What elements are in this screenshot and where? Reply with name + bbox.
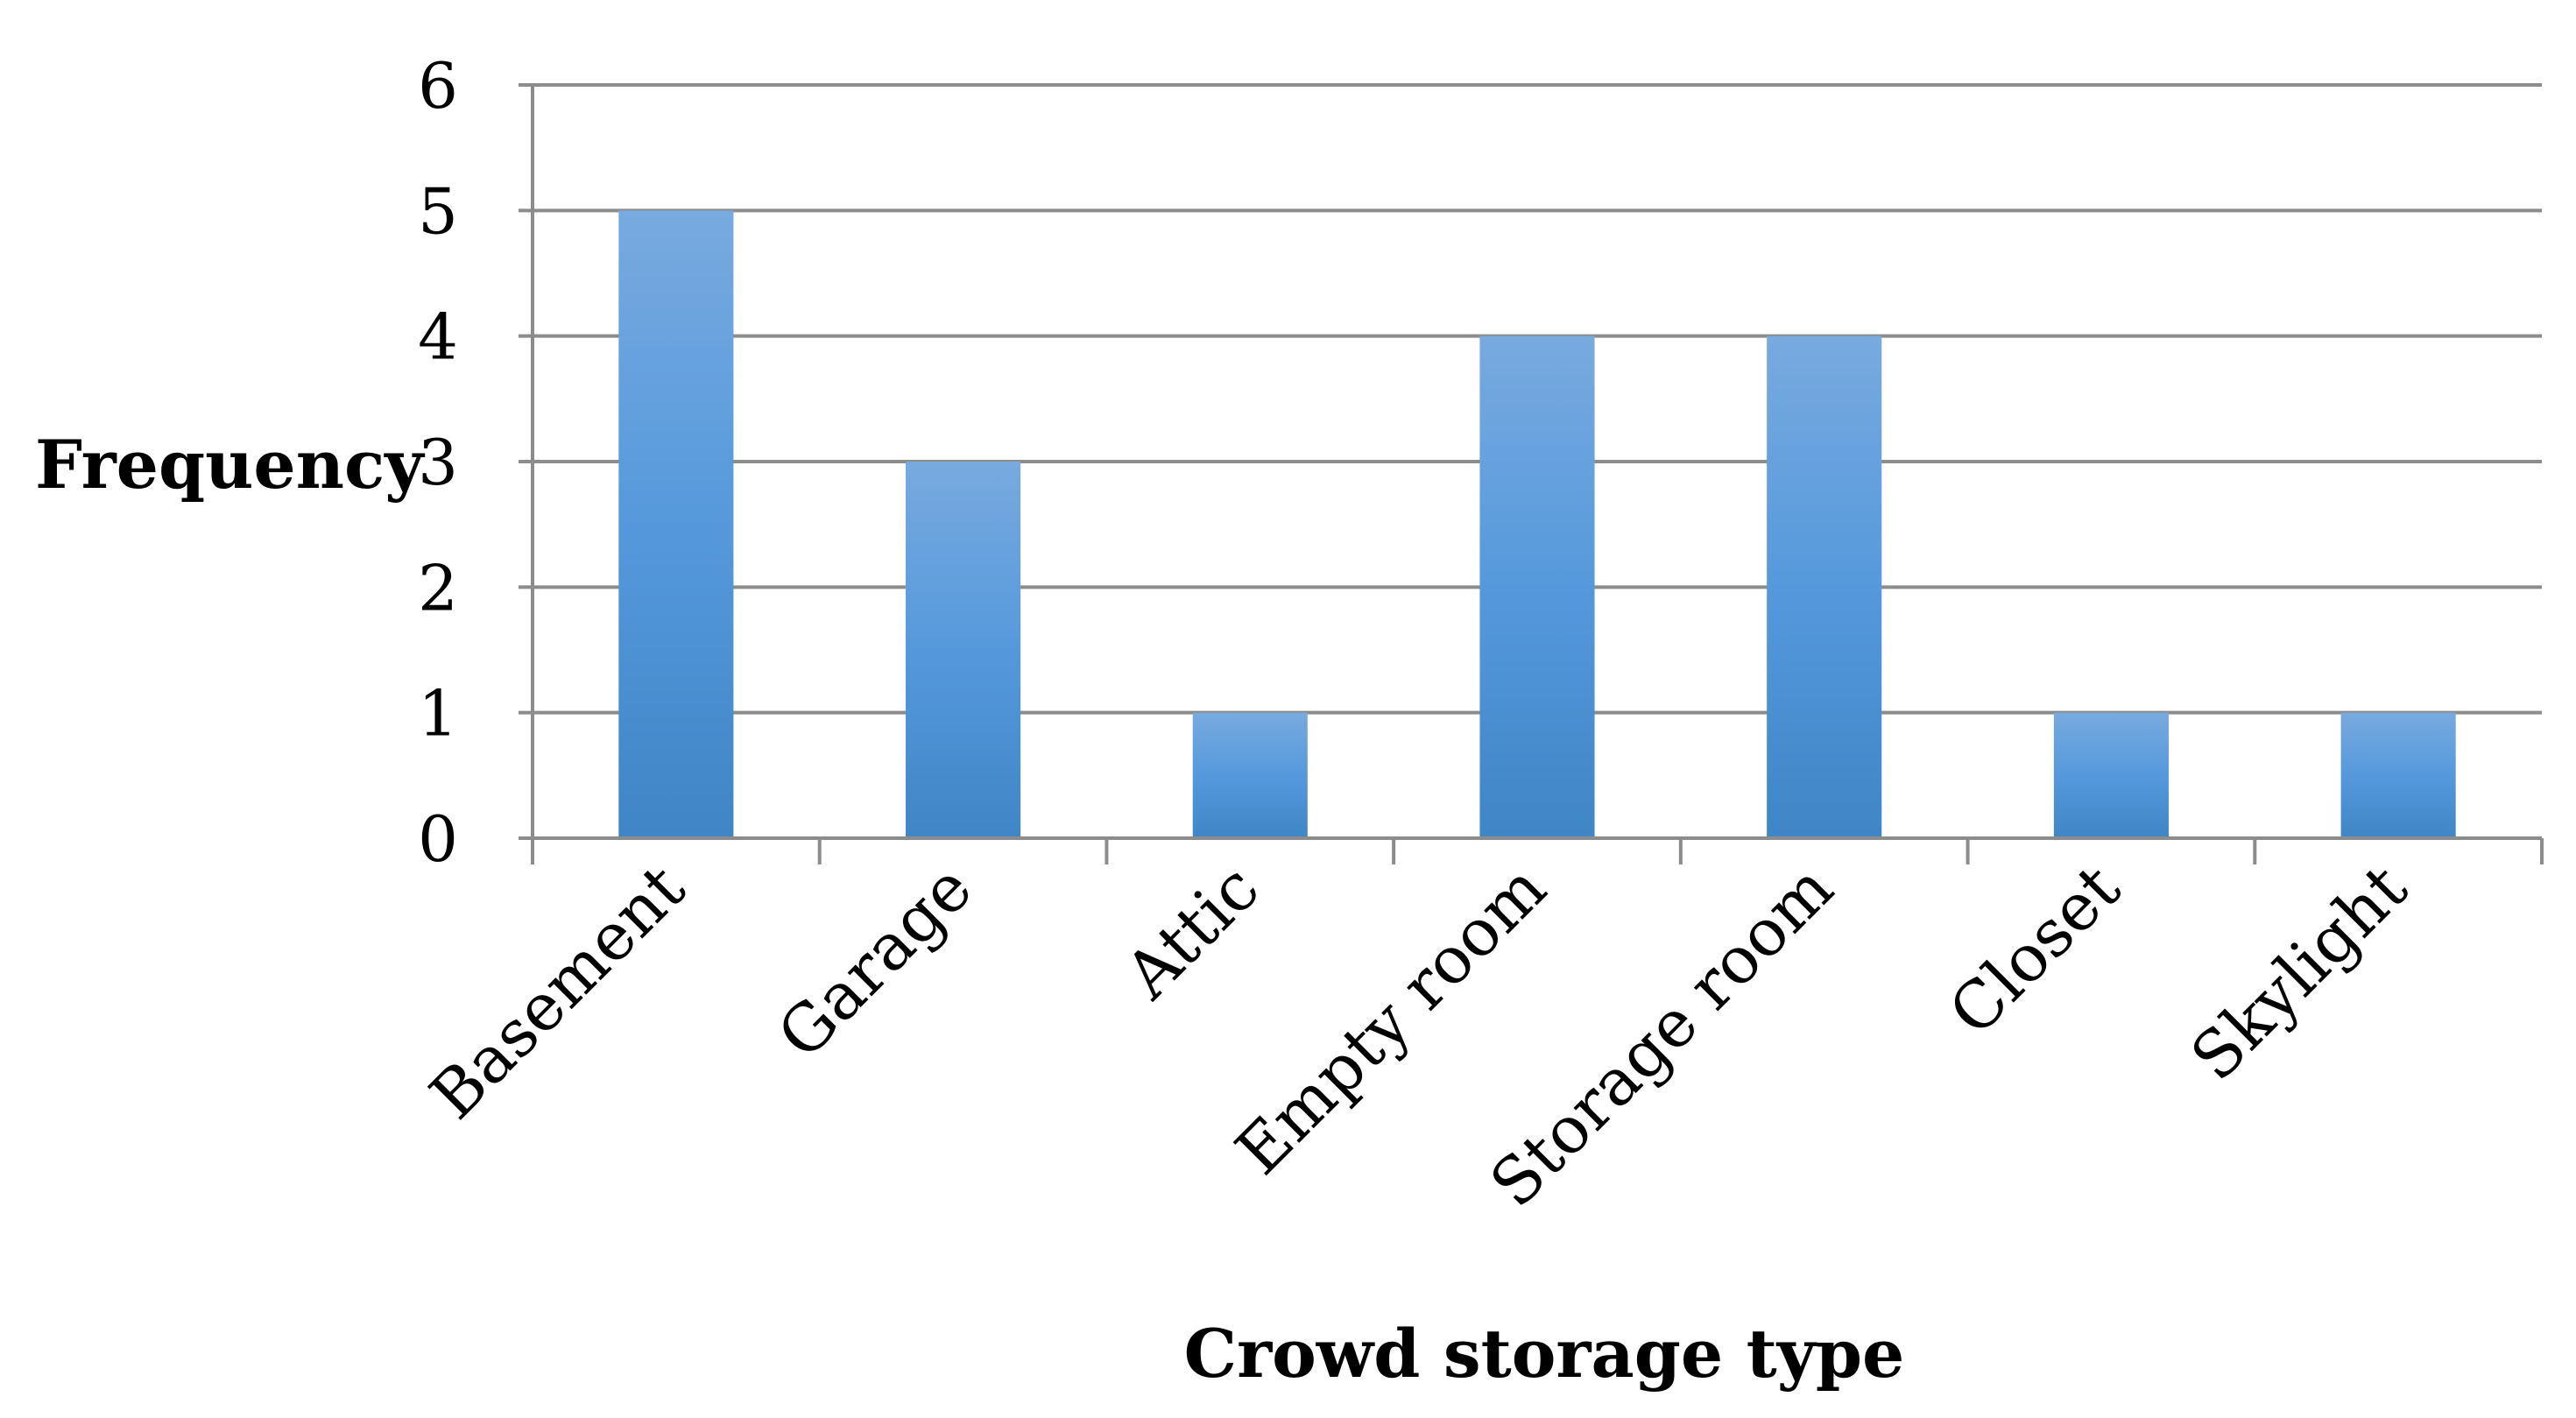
x-axis-title: Crowd storage type bbox=[1184, 1315, 1905, 1393]
y-tick-label-6: 6 bbox=[418, 49, 458, 123]
bars bbox=[618, 210, 2456, 839]
y-tick-label-4: 4 bbox=[418, 300, 458, 374]
bar-storage-room bbox=[1767, 335, 1882, 839]
x-tick-label-basement: Basement bbox=[416, 850, 700, 1134]
x-tick-label-closet: Closet bbox=[1935, 850, 2135, 1050]
bar-basement bbox=[618, 210, 734, 839]
bar-skylight bbox=[2340, 712, 2456, 838]
y-tick-labels: 0 1 2 3 4 5 6 bbox=[418, 49, 458, 876]
x-tick-label-skylight: Skylight bbox=[2177, 850, 2422, 1096]
bar-attic bbox=[1192, 712, 1308, 838]
x-tick-label-garage: Garage bbox=[764, 850, 986, 1073]
y-tick-label-0: 0 bbox=[418, 802, 458, 876]
bar-closet bbox=[2053, 712, 2169, 838]
y-tick-label-2: 2 bbox=[418, 551, 458, 624]
x-tick-label-attic: Attic bbox=[1111, 850, 1274, 1013]
bar-garage bbox=[906, 462, 1021, 838]
y-tick-label-1: 1 bbox=[418, 677, 458, 751]
y-axis-title: Frequency bbox=[35, 426, 425, 504]
bar-empty-room bbox=[1479, 335, 1595, 839]
y-tick-label-5: 5 bbox=[418, 174, 458, 248]
axes bbox=[519, 83, 2544, 864]
y-tick-label-3: 3 bbox=[418, 426, 458, 499]
